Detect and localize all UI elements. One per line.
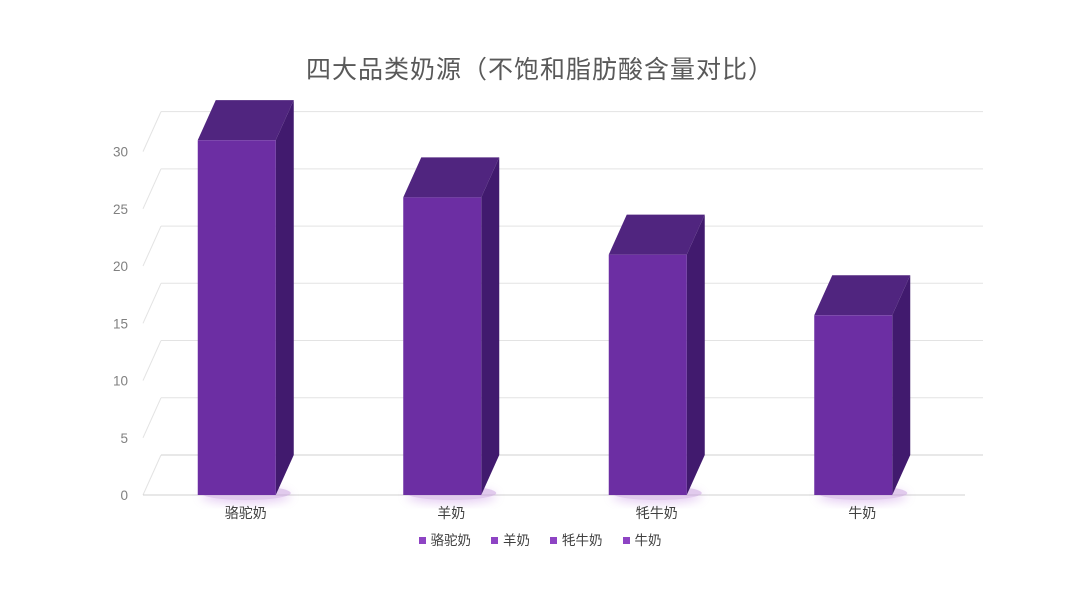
legend-label: 牛奶 [634,533,662,548]
bar-2 [403,157,500,500]
x-axis-tick-label: 羊奶 [437,505,465,521]
legend-item-1[interactable]: 骆驼奶 [418,533,472,548]
x-axis-tick-label: 牛奶 [848,505,876,521]
y-axis-tick-label: 30 [113,145,128,160]
bar-front-face [814,315,893,495]
bar-front-face [403,197,482,495]
depth-gridline [142,225,162,267]
bar-top-face [814,275,911,316]
chart-title: 四大品类奶源（不饱和脂肪酸含量对比） [305,56,774,84]
y-axis-tick-label: 20 [113,259,128,274]
depth-gridline [142,454,162,496]
legend-item-2[interactable]: 羊奶 [491,534,530,548]
depth-gridline [142,283,162,324]
bar-1 [197,100,294,500]
bar-top-face [197,100,294,141]
x-axis-tick-label: 骆驼奶 [225,505,267,521]
legend-swatch-icon [418,537,426,545]
y-axis-tick-labels: 0 5 10 15 20 25 30 [113,145,128,503]
bar-3 [608,214,705,500]
y-axis-tick-label: 0 [120,488,128,503]
bar-side-face [275,100,294,496]
bars-group [197,100,911,500]
legend-item-4[interactable]: 牛奶 [622,533,662,548]
depth-gridline [142,168,162,210]
legend-swatch-icon [622,537,630,545]
bar-top-face [608,214,705,255]
legend-swatch-icon [550,537,557,545]
legend-label: 牦牛奶 [562,533,603,548]
bar-top-face [403,157,500,198]
y-axis-tick-label: 15 [113,316,128,331]
gridlines-group [142,111,983,496]
bar-front-face [608,254,687,495]
bar-front-face [197,140,276,495]
depth-gridline [142,340,162,381]
bar-side-face [481,157,500,495]
legend-swatch-icon [491,537,498,545]
depth-gridline [142,111,162,152]
bar-side-face [892,275,911,495]
y-axis-tick-label: 5 [120,431,128,446]
legend-label: 骆驼奶 [430,533,472,548]
y-axis-tick-label: 10 [113,374,128,389]
bar-4 [814,275,911,500]
x-axis-tick-labels: 骆驼奶 羊奶 牦牛奶 牛奶 [225,505,877,521]
legend-label: 羊奶 [503,533,530,548]
legend-item-3[interactable]: 牦牛奶 [550,534,603,548]
depth-gridline [142,397,162,438]
chart-legend: 骆驼奶 羊奶 牦牛奶 牛奶 [0,534,1080,548]
x-axis-tick-label: 牦牛奶 [636,505,678,521]
y-axis-tick-label: 25 [113,202,128,217]
bar-side-face [686,214,705,495]
